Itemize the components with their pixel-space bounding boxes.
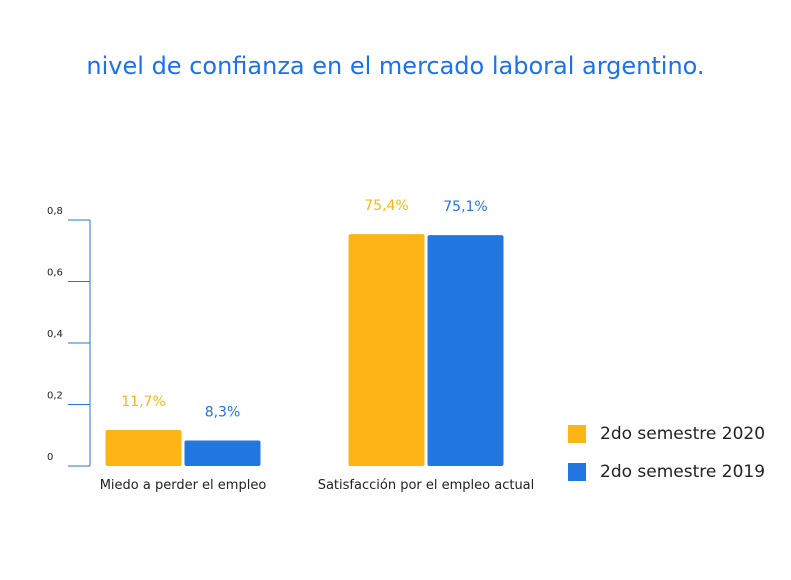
legend-swatch-2019 [568,463,586,481]
bar [348,234,425,466]
category-label: Miedo a perder el empleo [100,478,267,493]
y-tick-label: 0,2 [47,391,63,402]
data-label: 11,7% [121,394,165,410]
legend-label-2020: 2do semestre 2020 [600,424,766,444]
bar [105,430,182,466]
legend-swatch-2020 [568,425,586,443]
legend-item-2020: 2do semestre 2020 [568,415,765,453]
data-label: 75,1% [443,199,487,215]
data-label: 75,4% [364,198,408,214]
y-tick-label: 0,6 [47,268,63,279]
y-tick-label: 0,8 [47,206,63,217]
y-tick-label: 0 [47,452,53,463]
y-tick-label: 0,4 [47,329,63,340]
legend-item-2019: 2do semestre 2019 [568,453,765,491]
category-label: Satisfacción por el empleo actual [318,478,535,493]
bar [184,440,261,466]
legend: 2do semestre 2020 2do semestre 2019 [568,415,765,491]
bar [427,235,504,466]
data-label: 8,3% [205,404,241,420]
legend-label-2019: 2do semestre 2019 [600,462,766,482]
chart-title: nivel de confianza en el mercado laboral… [86,52,705,80]
